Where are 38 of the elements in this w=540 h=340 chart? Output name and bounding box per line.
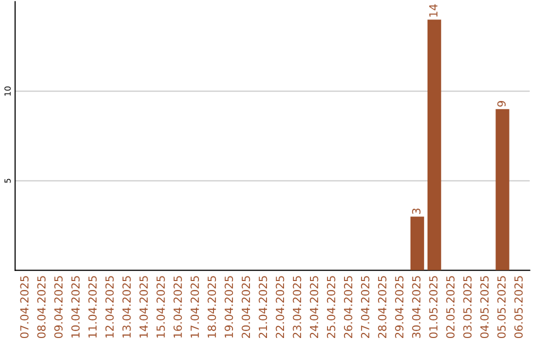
x-tick-label: 05.05.2025	[497, 276, 506, 338]
x-tick-label: 04.05.2025	[480, 276, 489, 338]
x-tick-label: 06.05.2025	[514, 276, 523, 338]
x-tick-label: 27.04.2025	[360, 276, 370, 338]
x-tick-label: 10.04.2025	[71, 276, 80, 338]
x-tick-label: 12.04.2025	[105, 276, 114, 338]
x-tick-label: 29.04.2025	[395, 276, 404, 338]
x-tick-label: 20.04.2025	[242, 276, 250, 338]
y-tick-label: 5	[4, 178, 11, 183]
x-tick-label: 26.04.2025	[344, 276, 352, 338]
data-label: 3	[412, 208, 420, 214]
x-tick-label: 21.04.2025	[258, 276, 268, 338]
bar	[496, 109, 510, 270]
x-tick-label: 15.04.2025	[156, 276, 165, 338]
bar	[428, 20, 442, 270]
x-tick-label: 02.05.2025	[446, 276, 455, 338]
x-tick-label: 28.04.2025	[378, 276, 386, 338]
x-tick-label: 22.04.2025	[276, 276, 284, 338]
x-tick-label: 11.04.2025	[88, 276, 97, 338]
x-tick-label: 23.04.2025	[292, 276, 302, 338]
x-tick-label: 18.04.2025	[208, 276, 216, 338]
x-tick-label: 07.04.2025	[20, 276, 29, 338]
x-tick-label: 09.04.2025	[54, 276, 63, 338]
x-tick-label: 25.04.2025	[326, 276, 336, 338]
y-tick-label: 10	[4, 86, 11, 96]
x-tick-label: 14.04.2025	[139, 276, 148, 338]
x-tick-label: 13.04.2025	[122, 276, 131, 338]
x-tick-label: 30.04.2025	[412, 276, 420, 338]
x-tick-label: 01.05.2025	[429, 276, 438, 338]
x-tick-label: 24.04.2025	[310, 276, 318, 338]
x-tick-label: 17.04.2025	[190, 276, 199, 338]
x-tick-label: 16.04.2025	[174, 276, 182, 338]
x-tick-label: 08.04.2025	[37, 276, 46, 338]
bar	[410, 216, 424, 270]
data-label: 9	[497, 101, 506, 107]
x-tick-label: 19.04.2025	[224, 276, 234, 338]
data-label: 14	[429, 4, 438, 17]
x-tick-label: 03.05.2025	[463, 276, 472, 338]
